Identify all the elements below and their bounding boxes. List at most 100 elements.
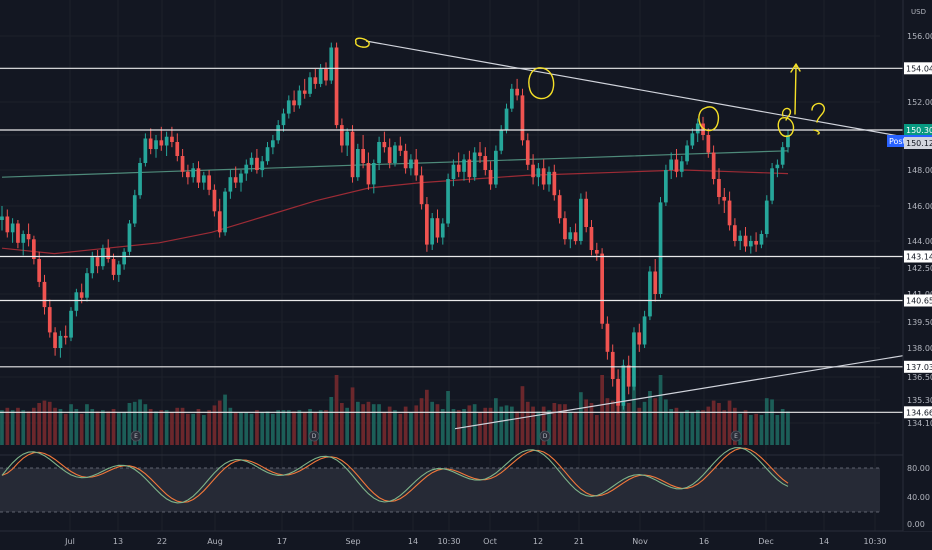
candle-body[interactable] — [101, 248, 105, 267]
candle-body[interactable] — [605, 323, 610, 352]
candle-body[interactable] — [202, 175, 206, 183]
candle-body[interactable] — [371, 163, 376, 185]
candle-body[interactable] — [616, 378, 620, 406]
candle-body[interactable] — [26, 234, 31, 240]
candle-body[interactable] — [642, 316, 647, 345]
candle-body[interactable] — [626, 365, 631, 387]
candle-body[interactable] — [568, 232, 573, 240]
candle-body[interactable] — [260, 161, 265, 171]
candle-body[interactable] — [308, 77, 312, 94]
candle-body[interactable] — [563, 218, 567, 240]
candle-body[interactable] — [164, 136, 169, 146]
candle-body[interactable] — [547, 171, 551, 185]
candle-body[interactable] — [414, 159, 419, 176]
candle-body[interactable] — [403, 150, 408, 169]
candle-body[interactable] — [425, 204, 429, 245]
candle-body[interactable] — [632, 332, 636, 387]
candle-body[interactable] — [356, 149, 360, 178]
candle-body[interactable] — [664, 170, 668, 203]
candle-body[interactable] — [95, 257, 100, 267]
candle-body[interactable] — [63, 335, 68, 338]
candle-body[interactable] — [382, 142, 387, 148]
candle-body[interactable] — [393, 145, 397, 164]
candle-body[interactable] — [74, 292, 79, 311]
candle-body[interactable] — [106, 248, 111, 259]
candle-body[interactable] — [674, 159, 679, 172]
candle-body[interactable] — [648, 271, 652, 317]
candle-body[interactable] — [462, 159, 466, 172]
candle-body[interactable] — [573, 232, 578, 242]
candle-body[interactable] — [430, 218, 434, 245]
candle-body[interactable] — [239, 173, 243, 183]
candle-body[interactable] — [552, 171, 557, 196]
horizontal-levels[interactable] — [0, 67, 903, 413]
candle-body[interactable] — [743, 235, 748, 247]
candle-body[interactable] — [132, 195, 137, 224]
candle-body[interactable] — [711, 152, 716, 180]
candle-body[interactable] — [122, 251, 126, 265]
trendline-descending[interactable] — [365, 40, 904, 138]
candle-body[interactable] — [42, 281, 47, 308]
stochastic-oscillator[interactable] — [1, 447, 789, 504]
candle-body[interactable] — [435, 218, 440, 238]
candle-body[interactable] — [515, 88, 519, 96]
candle-body[interactable] — [175, 142, 180, 156]
candle-body[interactable] — [653, 271, 658, 295]
candle-body[interactable] — [85, 273, 89, 298]
candle-body[interactable] — [398, 145, 403, 151]
candle-body[interactable] — [775, 164, 780, 169]
candle-body[interactable] — [600, 253, 604, 324]
candle-body[interactable] — [69, 310, 73, 338]
candle-body[interactable] — [21, 234, 26, 243]
price-scale[interactable] — [903, 0, 932, 531]
candle-body[interactable] — [117, 264, 121, 275]
candle-body[interactable] — [377, 142, 381, 163]
candle-body[interactable] — [589, 227, 594, 250]
candle-body[interactable] — [579, 198, 583, 241]
candle-body[interactable] — [557, 195, 562, 219]
candle-body[interactable] — [302, 90, 307, 94]
event-marker[interactable] — [308, 430, 320, 442]
candle-body[interactable] — [494, 150, 498, 185]
candle-body[interactable] — [276, 125, 280, 141]
candle-body[interactable] — [32, 239, 36, 259]
candle-body[interactable] — [764, 200, 769, 234]
candle-body[interactable] — [281, 113, 286, 126]
candle-body[interactable] — [265, 147, 270, 162]
candle-body[interactable] — [0, 216, 4, 221]
candle-body[interactable] — [685, 145, 689, 162]
candle-body[interactable] — [186, 171, 190, 178]
candle-body[interactable] — [16, 223, 20, 243]
candle-body[interactable] — [472, 152, 477, 178]
candle-body[interactable] — [340, 125, 344, 146]
candle-body[interactable] — [483, 156, 488, 170]
candle-body[interactable] — [727, 200, 732, 226]
candle-body[interactable] — [350, 131, 355, 178]
candle-body[interactable] — [334, 47, 339, 126]
candle-body[interactable] — [223, 191, 227, 233]
candle-body[interactable] — [621, 365, 626, 406]
candle-body[interactable] — [329, 47, 334, 81]
candle-body[interactable] — [637, 332, 642, 345]
candle-body[interactable] — [217, 211, 222, 233]
trendlines[interactable] — [365, 40, 904, 430]
candle-body[interactable] — [690, 133, 695, 146]
candle-body[interactable] — [467, 159, 472, 178]
candle-body[interactable] — [10, 223, 15, 233]
candle-body[interactable] — [138, 163, 142, 196]
candle-body[interactable] — [154, 140, 158, 150]
candle-body[interactable] — [419, 175, 424, 205]
candle-body[interactable] — [738, 235, 742, 241]
candle-body[interactable] — [143, 138, 148, 164]
candle-body[interactable] — [669, 159, 673, 171]
candle-body[interactable] — [541, 168, 546, 185]
candle-body[interactable] — [170, 136, 174, 142]
candle-body[interactable] — [207, 175, 211, 190]
candle-body[interactable] — [722, 197, 727, 201]
trendline-ascending[interactable] — [454, 355, 904, 430]
candle-body[interactable] — [366, 163, 371, 185]
candle-body[interactable] — [701, 123, 705, 136]
candle-body[interactable] — [499, 130, 504, 151]
candle-body[interactable] — [440, 223, 445, 238]
